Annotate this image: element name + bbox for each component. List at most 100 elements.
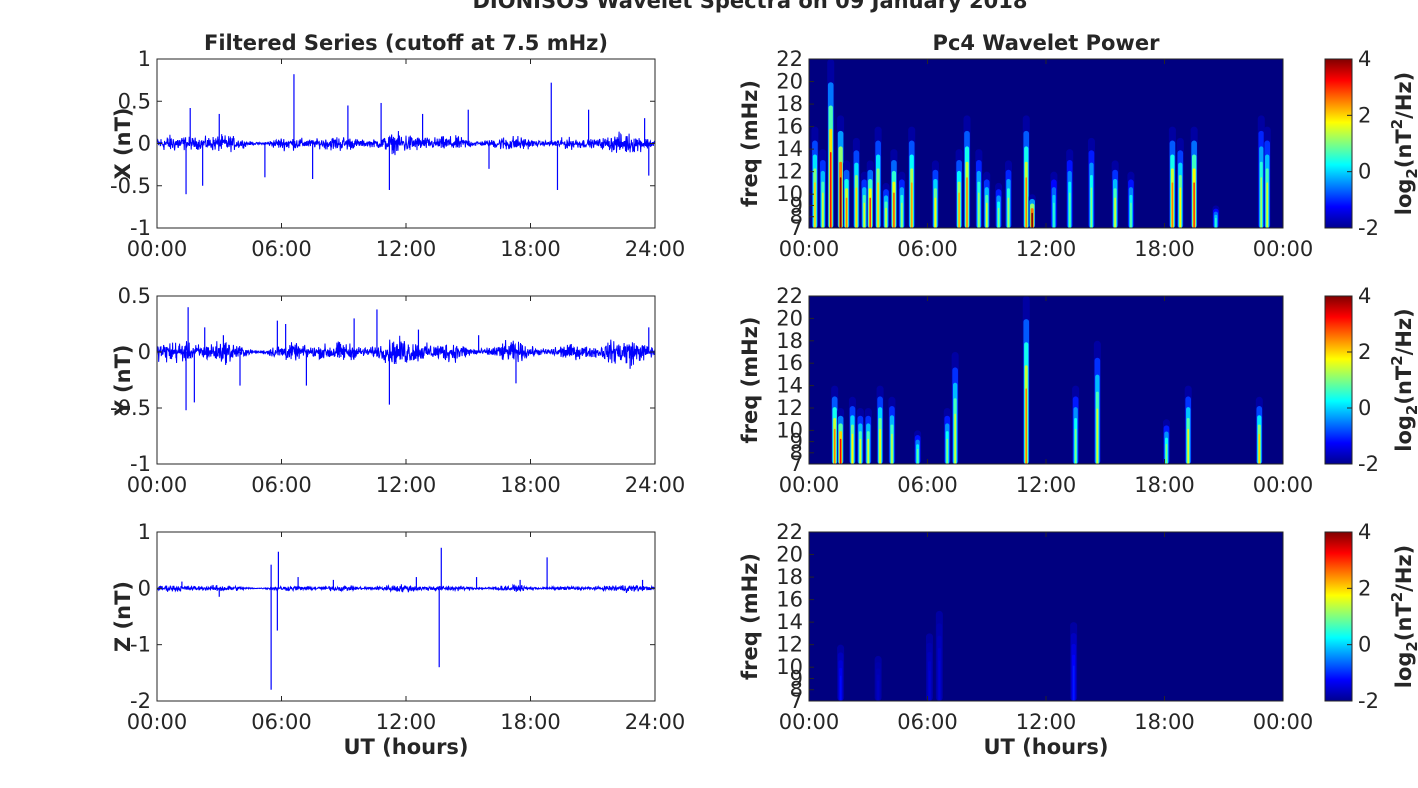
x-tick-label: 24:00: [625, 473, 686, 497]
y-tick-label: 9: [790, 430, 803, 454]
colorbar-tick-label: 0: [1358, 396, 1371, 420]
y-tick-label: 0: [138, 340, 151, 364]
x-tick-label: 12:00: [1016, 237, 1077, 261]
heatmap-cell: [891, 433, 893, 464]
y-tick-label: 22: [776, 47, 803, 71]
colorbar: -2 0 2 4 log2(nT2/Hz): [1324, 520, 1418, 713]
heatmap-cell: [928, 670, 931, 701]
y-tick-label: 7: [790, 452, 803, 476]
x-tick-label: 06:00: [251, 237, 312, 261]
colorbar-gradient: [1324, 58, 1353, 229]
heatmap-cell: [1130, 202, 1132, 228]
y-tick-label: 12: [776, 396, 803, 420]
panels: -1 -0.5 0 0.5 1 00:00 06:00 12:00 18:00 24:00 X (n…: [110, 31, 1418, 759]
panel-title: Pc4 Wavelet Power: [933, 31, 1161, 55]
y-tick-label: 14: [776, 610, 803, 634]
y-tick-label: 8: [790, 678, 803, 702]
x-tick-label: 12:00: [376, 473, 437, 497]
y-tick-label: 0.5: [118, 89, 151, 113]
y-tick-label: 0: [138, 576, 151, 600]
x-tick-label: 00:00: [779, 473, 840, 497]
x-tick-label: 00:00: [127, 710, 188, 734]
y-tick-label: 20: [776, 543, 803, 567]
heatmap-cell: [1266, 182, 1268, 228]
y-tick-label: 7: [790, 216, 803, 240]
x-tick-label: 12:00: [376, 710, 437, 734]
x-tick-label: 00:00: [779, 237, 840, 261]
heatmap-cell: [839, 177, 842, 228]
heatmap-cell: [934, 197, 937, 228]
heatmap-cell: [1114, 197, 1116, 228]
heatmap-cell: [958, 192, 960, 228]
y-tick-label: -0.5: [110, 396, 151, 420]
y-tick-label: 18: [776, 329, 803, 353]
heatmap-cell: [822, 192, 824, 228]
colorbar-tick-label: 0: [1358, 633, 1371, 657]
y-tick-label: 1: [138, 520, 151, 544]
y-tick-label: -1: [130, 633, 151, 657]
x-tick-label: 18:00: [500, 710, 561, 734]
y-tick-label: 20: [776, 306, 803, 330]
heatmap-cell: [1072, 665, 1075, 701]
y-tick-label: 9: [790, 666, 803, 690]
heatmap-cell: [851, 433, 854, 464]
x-tick-label: 18:00: [1134, 710, 1195, 734]
y-tick-label: 22: [776, 520, 803, 544]
colorbar-tick-label: 4: [1358, 520, 1371, 544]
heatmap-cell: [1053, 202, 1055, 228]
y-axis-label: Z (nT): [111, 581, 135, 652]
heatmap-cell: [1187, 428, 1189, 464]
heatmap-cell: [839, 438, 842, 464]
heatmap-cell: [1025, 177, 1027, 228]
y-tick-label: -1: [130, 216, 151, 240]
y-tick-label: 16: [776, 351, 803, 375]
heatmap-cell: [1090, 187, 1093, 228]
colorbar-tick-label: -2: [1358, 689, 1379, 713]
y-tick-label: 0.5: [118, 284, 151, 308]
y-tick-label: 9: [790, 193, 803, 217]
colorbar-tick-label: 2: [1358, 340, 1371, 364]
y-tick-label: 0: [138, 132, 151, 156]
colorbar-tick-label: 0: [1358, 160, 1371, 184]
heatmap-cell: [869, 197, 871, 228]
series-line: [157, 335, 655, 366]
heatmap-cell: [1258, 433, 1261, 464]
colorbar: -2 0 2 4 log2(nT2/Hz): [1324, 47, 1418, 240]
x-series-panel: -1 -0.5 0 0.5 1 00:00 06:00 12:00 18:00 24:00 X (n…: [110, 31, 685, 261]
heatmap-cell: [916, 448, 919, 464]
x-tick-label: 00:00: [1253, 237, 1314, 261]
heatmap-cell: [901, 202, 903, 228]
x-tick-label: 00:00: [1253, 710, 1314, 734]
heatmap-cells: [811, 59, 1271, 228]
y-axis-label: Y (nT): [111, 345, 135, 417]
heatmap-cell: [1215, 217, 1217, 228]
heatmap-cell: [893, 192, 895, 228]
heatmap-cell: [1096, 408, 1099, 464]
x-tick-label: 18:00: [500, 473, 561, 497]
colorbar-gradient: [1324, 531, 1353, 702]
heatmap-cell: [885, 207, 887, 228]
heatmap-cell: [879, 428, 881, 464]
y-tick-label: 14: [776, 137, 803, 161]
y-tick-label: 12: [776, 633, 803, 657]
y-tick-label: 14: [776, 374, 803, 398]
heatmap-cell: [966, 177, 968, 228]
colorbar: -2 0 2 4 log2(nT2/Hz): [1324, 284, 1418, 476]
heatmap-cell: [1179, 187, 1182, 228]
figure-title: DIONISOS Wavelet Spectra on 09 January 2…: [472, 0, 1027, 13]
colorbar-tick-label: -2: [1358, 452, 1379, 476]
heatmap-cell: [877, 182, 879, 228]
colorbar-label: log2(nT2/Hz): [1388, 72, 1418, 216]
x-axis-label: UT (hours): [983, 735, 1108, 759]
heatmap-cell: [814, 182, 816, 228]
x-tick-label: 00:00: [1253, 473, 1314, 497]
colorbar-tick-label: -2: [1358, 216, 1379, 240]
heatmap-cell: [946, 438, 948, 464]
y-tick-label: 10: [776, 182, 803, 206]
x-tick-label: 06:00: [251, 710, 312, 734]
y-tick-label: 18: [776, 92, 803, 116]
